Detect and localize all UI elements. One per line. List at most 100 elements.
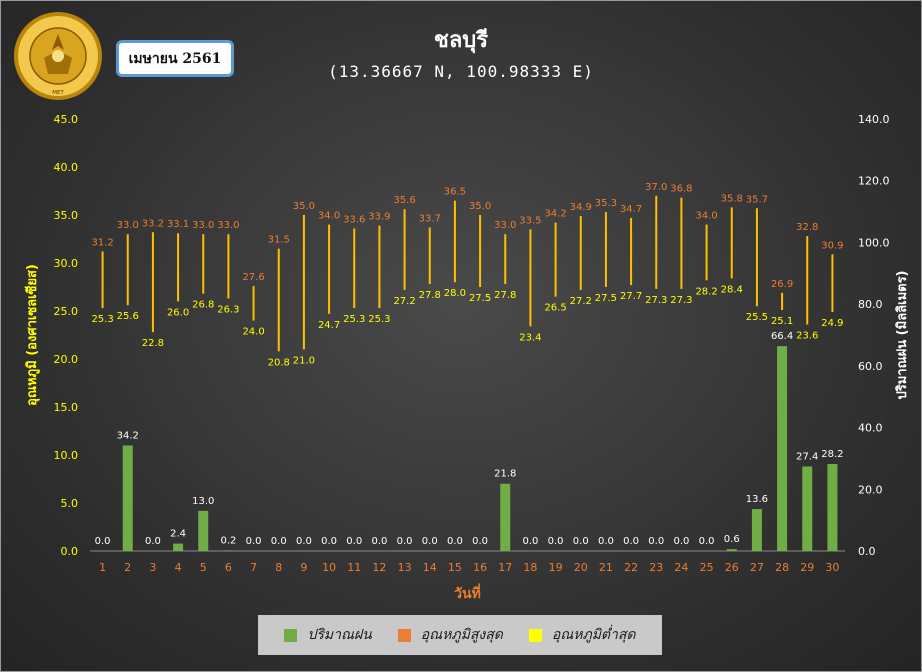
x-tick-label: 23 [649, 561, 663, 574]
tmin-value-label: 26.0 [167, 307, 189, 318]
y-tick-label: 10.0 [54, 449, 79, 462]
rain-value-label: 0.0 [296, 536, 312, 547]
tmax-value-label: 33.2 [142, 218, 164, 229]
y2-tick-label: 140.0 [858, 113, 890, 126]
rain-value-label: 13.0 [192, 496, 214, 507]
tmin-value-label: 24.0 [242, 327, 264, 338]
legend-item-tmax: อุณหภูมิสูงสุด [397, 624, 503, 646]
y2-tick-label: 60.0 [858, 360, 883, 373]
x-tick-label: 27 [750, 561, 764, 574]
tmax-value-label: 34.9 [570, 202, 592, 213]
rain-value-label: 0.0 [271, 536, 287, 547]
rain-bar [122, 445, 133, 551]
rain-value-label: 0.0 [321, 536, 337, 547]
y-tick-label: 20.0 [54, 353, 79, 366]
tmin-value-label: 26.3 [217, 305, 239, 316]
tmax-value-label: 35.0 [293, 201, 315, 212]
tmax-value-label: 34.0 [318, 211, 340, 222]
rain-value-label: 0.0 [371, 536, 387, 547]
tmin-value-label: 27.8 [419, 290, 441, 301]
y2-tick-label: 100.0 [858, 236, 890, 249]
rain-value-label: 0.0 [447, 536, 463, 547]
rain-value-label: 2.4 [170, 529, 186, 540]
tmin-value-label: 27.2 [393, 296, 415, 307]
y-tick-label: 40.0 [54, 161, 79, 174]
y2-axis-title: ปริมาณฝน (มิลลิเมตร) [895, 270, 910, 399]
tmin-value-label: 20.8 [268, 357, 290, 368]
rain-value-label: 27.4 [796, 451, 818, 462]
tmin-value-label: 25.5 [746, 312, 768, 323]
rain-value-label: 0.6 [724, 534, 740, 545]
tmin-value-label: 25.6 [117, 311, 139, 322]
rain-value-label: 0.0 [246, 536, 262, 547]
x-tick-label: 14 [423, 561, 437, 574]
tmin-value-label: 27.8 [494, 290, 516, 301]
tmax-value-label: 35.6 [393, 195, 415, 206]
rain-value-label: 0.0 [397, 536, 413, 547]
x-tick-label: 28 [775, 561, 789, 574]
tmax-value-label: 35.7 [746, 194, 768, 205]
tmin-value-label: 25.3 [368, 314, 390, 325]
rain-value-label: 0.0 [598, 536, 614, 547]
tmin-value-label: 23.4 [519, 332, 541, 343]
rain-value-label: 0.0 [472, 536, 488, 547]
tmax-value-label: 30.9 [821, 240, 843, 251]
rain-value-label: 0.2 [220, 535, 236, 546]
month-label: เมษายน 2561 [116, 40, 234, 77]
y-tick-label: 30.0 [54, 257, 79, 270]
tmax-value-label: 33.9 [368, 212, 390, 223]
rain-value-label: 28.2 [821, 449, 843, 460]
rain-value-label: 34.2 [117, 430, 139, 441]
met-department-logo: MET [14, 12, 102, 100]
tmax-value-label: 36.5 [444, 187, 466, 198]
y2-tick-label: 120.0 [858, 175, 890, 188]
x-tick-label: 22 [624, 561, 638, 574]
x-tick-label: 1 [99, 561, 106, 574]
rain-bar [751, 509, 762, 551]
tmax-value-label: 31.2 [91, 237, 113, 248]
legend-label-rain: ปริมาณฝน [307, 627, 372, 643]
x-tick-label: 10 [322, 561, 336, 574]
y-axis-title: อุณหภูมิ (องศาเซลเซียส) [24, 264, 40, 406]
rain-value-label: 0.0 [573, 536, 589, 547]
tmax-value-label: 33.7 [419, 213, 441, 224]
rain-value-label: 13.6 [746, 494, 768, 505]
x-tick-label: 21 [599, 561, 613, 574]
x-tick-label: 5 [200, 561, 207, 574]
x-tick-label: 25 [700, 561, 714, 574]
x-tick-label: 6 [225, 561, 232, 574]
tmax-value-label: 27.6 [242, 272, 264, 283]
tmax-value-label: 33.0 [117, 220, 139, 231]
tmin-value-label: 28.4 [721, 284, 743, 295]
rain-bar [802, 466, 813, 551]
tmin-value-label: 21.0 [293, 355, 315, 366]
tmin-value-label: 25.3 [343, 314, 365, 325]
tmin-value-label: 27.5 [469, 293, 491, 304]
y-tick-label: 35.0 [54, 209, 79, 222]
tmin-value-label: 27.7 [620, 291, 642, 302]
chart-title: ชลบุรี [433, 28, 489, 53]
tmin-value-label: 27.3 [645, 295, 667, 306]
rain-bar [726, 549, 737, 551]
x-tick-label: 12 [372, 561, 386, 574]
x-tick-label: 24 [674, 561, 688, 574]
tmin-value-label: 27.2 [570, 296, 592, 307]
tmin-value-label: 25.3 [91, 314, 113, 325]
tmax-value-label: 35.0 [469, 201, 491, 212]
legend-swatch-rain [284, 628, 298, 642]
rain-value-label: 0.0 [623, 536, 639, 547]
x-tick-label: 29 [800, 561, 814, 574]
y-tick-label: 5.0 [61, 497, 79, 510]
legend-swatch-tmax [397, 628, 411, 642]
tmax-value-label: 34.2 [544, 209, 566, 220]
x-tick-label: 8 [275, 561, 282, 574]
y2-tick-label: 20.0 [858, 483, 883, 496]
rain-value-label: 0.0 [648, 536, 664, 547]
tmax-value-label: 26.9 [771, 279, 793, 290]
rain-value-label: 21.8 [494, 469, 516, 480]
tmin-value-label: 28.2 [695, 286, 717, 297]
tmin-value-label: 26.8 [192, 300, 214, 311]
x-axis-title: วันที่ [454, 583, 481, 602]
y-tick-label: 25.0 [54, 305, 79, 318]
rain-value-label: 0.0 [346, 536, 362, 547]
